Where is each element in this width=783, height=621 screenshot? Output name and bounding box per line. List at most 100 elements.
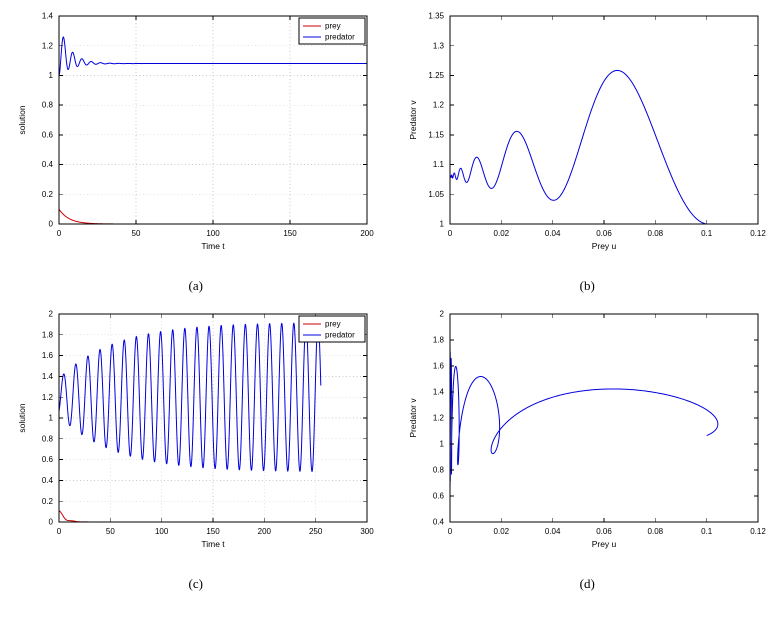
x-axis-label: Time t (201, 241, 225, 251)
tick-label: 0.6 (433, 492, 445, 501)
legend-box (298, 315, 366, 343)
legend-label-prey: prey (325, 320, 341, 329)
figure-page: 0 50 100 150 200 0 0.2 0.4 0.6 0.8 1 1.2 1.4 Time t so… (0, 6, 783, 592)
tick-label: 0.1 (701, 527, 713, 536)
x-tick-labels: 0 50 100 150 200 250 300 (57, 527, 374, 536)
tick-label: 1.2 (42, 41, 54, 50)
tick-label: 1 (440, 220, 445, 229)
y-tick-labels: 0 0.2 0.4 0.6 0.8 1 1.2 1.4 (42, 12, 54, 229)
tick-label: 0 (448, 229, 453, 238)
tick-label: 100 (155, 527, 169, 536)
tick-label: 0.08 (648, 229, 664, 238)
tick-label: 150 (283, 229, 297, 238)
tick-label: 1.6 (42, 351, 54, 360)
tick-label: 0.08 (648, 527, 664, 536)
tick-label: 0 (57, 527, 62, 536)
x-axis-label: Time t (201, 539, 225, 549)
tick-label: 1 (440, 440, 445, 449)
tick-label: 1 (48, 71, 53, 80)
tick-label: 0.12 (750, 527, 766, 536)
tick-label: 0 (48, 518, 53, 527)
x-axis-label: Prey u (592, 539, 617, 549)
x-tick-labels: 0 0.02 0.04 0.06 0.08 0.1 0.12 (448, 527, 767, 536)
legend-label-predator: predator (325, 331, 355, 340)
grid-lines (58, 16, 367, 224)
tick-label: 0.2 (42, 497, 54, 506)
tick-label: 1 (48, 414, 53, 423)
y-tick-labels: 0 0.2 0.4 0.6 0.8 1 1.2 1.4 1.6 1.8 2 (42, 310, 54, 527)
chart-d-caption: (d) (579, 576, 595, 591)
plot-frame (58, 15, 368, 225)
series-predator-line (58, 322, 322, 473)
y-axis-label: Predator v (408, 100, 418, 140)
tick-label: 1.4 (42, 12, 54, 21)
y-tick-labels: 0.4 0.6 0.8 1 1.2 1.4 1.6 1.8 2 (433, 310, 445, 527)
tick-label: 0 (57, 229, 62, 238)
tick-label: 0.02 (494, 527, 510, 536)
legend-label-prey: prey (325, 22, 341, 31)
tick-label: 1.4 (42, 372, 54, 381)
legend-label-predator: predator (325, 33, 355, 42)
y-axis-label: solution (17, 403, 27, 433)
axis-ticks (449, 313, 759, 523)
tick-label: 2 (48, 310, 53, 319)
axis-ticks (58, 15, 368, 225)
axis-ticks (449, 15, 759, 225)
series-trajectory-line (449, 69, 708, 225)
chart-a-cell: 0 50 100 150 200 0 0.2 0.4 0.6 0.8 1 1.2 1.4 Time t so… (13, 6, 379, 294)
tick-label: 1.2 (433, 101, 445, 110)
plot-frame (449, 313, 759, 523)
series-trajectory-line (449, 336, 719, 499)
tick-label: 1.4 (433, 388, 445, 397)
tick-label: 1.8 (42, 330, 54, 339)
tick-label: 0.4 (42, 160, 54, 169)
plot-frame (449, 15, 759, 225)
tick-label: 0.4 (42, 476, 54, 485)
tick-label: 0.6 (42, 455, 54, 464)
tick-label: 0.02 (494, 229, 510, 238)
x-tick-labels: 0 0.02 0.04 0.06 0.08 0.1 0.12 (448, 229, 767, 238)
tick-label: 50 (106, 527, 115, 536)
tick-label: 1.05 (429, 190, 445, 199)
series-predator-line (58, 36, 367, 76)
chart-c: 0 50 100 150 200 250 300 0 0.2 0.4 0.6 0.8 1 1.2 1.4 1.… (17, 310, 374, 549)
y-axis-label: Predator v (408, 398, 418, 438)
tick-label: 1.8 (433, 336, 445, 345)
y-axis-label: solution (17, 105, 27, 135)
tick-label: 0.2 (42, 190, 54, 199)
legend-box (298, 17, 366, 45)
tick-label: 1.3 (433, 41, 445, 50)
tick-label: 1.15 (429, 130, 445, 139)
tick-label: 0.04 (545, 527, 561, 536)
chart-a-caption: (a) (188, 278, 203, 293)
tick-label: 0 (48, 220, 53, 229)
tick-label: 1.6 (433, 362, 445, 371)
x-axis-label: Prey u (592, 241, 617, 251)
tick-label: 1.1 (433, 160, 445, 169)
y-tick-labels: 1 1.05 1.1 1.15 1.2 1.25 1.3 1.35 (429, 12, 445, 229)
chart-b-cell: 0 0.02 0.04 0.06 0.08 0.1 0.12 1 1.05 1.1 1.15 1.2 1… (404, 6, 770, 294)
tick-label: 100 (206, 229, 220, 238)
chart-a: 0 50 100 150 200 0 0.2 0.4 0.6 0.8 1 1.2 1.4 Time t so… (17, 12, 374, 251)
chart-c-caption: (c) (188, 576, 203, 591)
subplot-grid: 0 50 100 150 200 0 0.2 0.4 0.6 0.8 1 1.2 1.4 Time t so… (0, 6, 783, 592)
chart-d-cell: 0 0.02 0.04 0.06 0.08 0.1 0.12 0.4 0.6 0.8 1 1.2 1.4… (404, 304, 770, 592)
chart-b: 0 0.02 0.04 0.06 0.08 0.1 0.1211.051.11.151.21… (408, 12, 767, 251)
legend: prey predator (298, 17, 366, 45)
chart-c-cell: 0 50 100 150 200 250 300 0 0.2 0.4 0.6 0.8 1 1.2 1.4 1.… (13, 304, 379, 592)
chart-b-caption: (b) (579, 278, 595, 293)
tick-label: 1.2 (42, 393, 54, 402)
tick-label: 1.25 (429, 71, 445, 80)
tick-label: 1.35 (429, 12, 445, 21)
x-tick-labels: 0 50 100 150 200 (57, 229, 374, 238)
legend: prey predator (298, 315, 366, 343)
tick-label: 0.8 (42, 434, 54, 443)
tick-label: 0.8 (433, 466, 445, 475)
tick-label: 0.06 (596, 527, 612, 536)
tick-label: 0.06 (596, 229, 612, 238)
tick-label: 1.2 (433, 414, 445, 423)
tick-label: 0.1 (701, 229, 713, 238)
tick-label: 0.04 (545, 229, 561, 238)
series-group (449, 69, 708, 225)
